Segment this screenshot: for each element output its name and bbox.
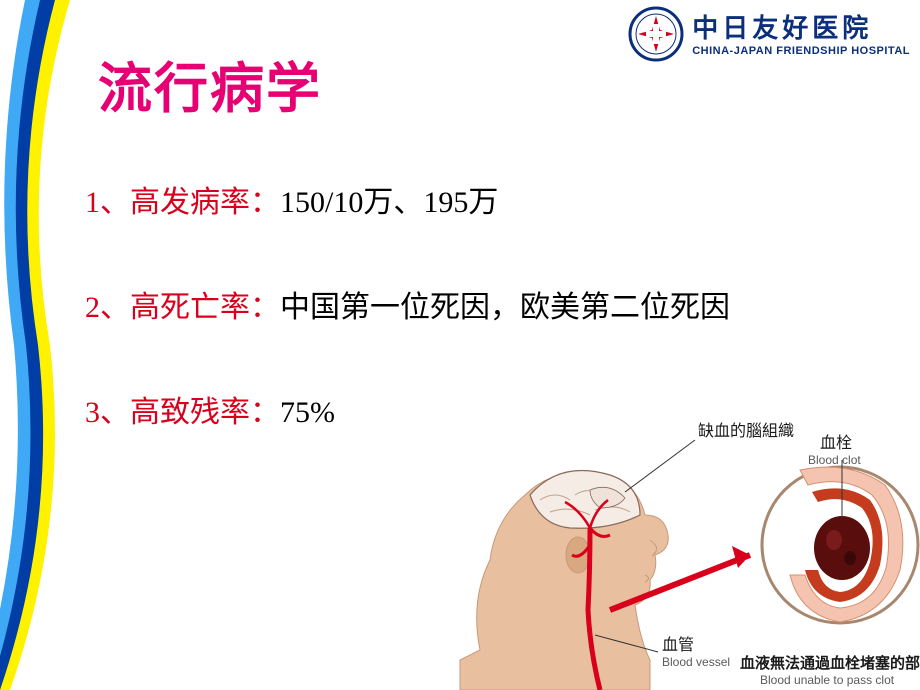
hospital-logo: 中日友好医院 CHINA-JAPAN FRIENDSHIP HOSPITAL bbox=[628, 6, 910, 62]
inset-vessel bbox=[762, 467, 918, 623]
slide-title: 流行病学 bbox=[98, 44, 322, 123]
bullet-item: 1、高发病率：150/10万、195万 bbox=[85, 180, 900, 225]
bullet-item: 2、高死亡率：中国第一位死因，欧美第二位死因 bbox=[85, 285, 900, 330]
hospital-name-cn: 中日友好医院 bbox=[692, 8, 910, 45]
bullet-value: 中国第一位死因，欧美第二位死因 bbox=[280, 291, 730, 324]
label-clot-cn: 血栓 bbox=[820, 434, 852, 452]
bullet-label: 高致残率： bbox=[130, 396, 280, 429]
hospital-logo-text: 中日友好医院 CHINA-JAPAN FRIENDSHIP HOSPITAL bbox=[692, 6, 910, 57]
label-caption-en: Blood unable to pass clot bbox=[760, 673, 895, 687]
label-caption-cn: 血液無法通過血栓堵塞的部位 bbox=[740, 654, 920, 672]
left-wave-decor bbox=[0, 0, 70, 690]
bullet-label: 高死亡率： bbox=[130, 291, 280, 324]
hospital-name-en: CHINA-JAPAN FRIENDSHIP HOSPITAL bbox=[692, 45, 910, 57]
label-clot-en: Blood clot bbox=[808, 453, 861, 467]
label-vessel-en: Blood vessel bbox=[662, 655, 730, 669]
label-vessel-cn: 血管 bbox=[662, 636, 694, 654]
slide: 中日友好医院 CHINA-JAPAN FRIENDSHIP HOSPITAL 流… bbox=[0, 0, 920, 690]
medical-diagram: 缺血的腦組織 血栓 Blood clot 血管 Blood vessel 血液無… bbox=[440, 400, 920, 690]
bullet-index: 3、 bbox=[85, 396, 130, 429]
bullet-index: 2、 bbox=[85, 291, 130, 324]
label-brain: 缺血的腦組織 bbox=[698, 422, 794, 440]
bullet-label: 高发病率： bbox=[130, 186, 280, 219]
hospital-logo-mark bbox=[628, 6, 684, 62]
bullet-value: 150/10万、195万 bbox=[280, 186, 498, 219]
bullet-value: 75% bbox=[280, 396, 335, 429]
bullet-index: 1、 bbox=[85, 186, 130, 219]
